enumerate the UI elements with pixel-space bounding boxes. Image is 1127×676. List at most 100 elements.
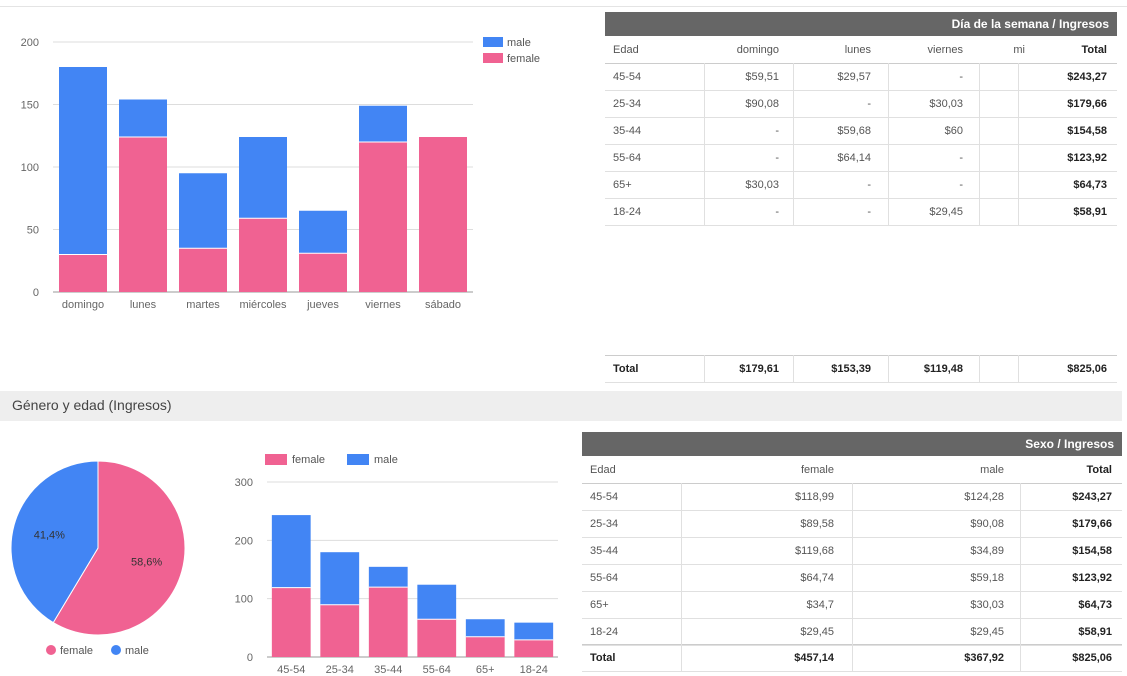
gender-pie-chart: 58,6% 41,4% female male xyxy=(10,460,186,657)
table-cell: 55-64 xyxy=(590,571,619,584)
table-cell: 18-24 xyxy=(590,625,619,638)
column-header: domingo xyxy=(736,43,779,56)
table-cell: $179,66 xyxy=(1072,517,1112,530)
bar-female xyxy=(368,587,408,657)
legend-label-male: male xyxy=(374,454,398,466)
column-divider xyxy=(1020,644,1021,671)
weekday-revenue-table: Día de la semana / Ingresos Edad domingo l… xyxy=(605,12,1117,383)
legend-swatch-female xyxy=(483,53,503,63)
row-divider xyxy=(605,144,1117,145)
table-cell: $154,58 xyxy=(1067,124,1107,137)
table-cell: $123,92 xyxy=(1072,571,1112,584)
bar-female xyxy=(359,142,407,292)
sex-revenue-table: Sexo / Ingresos Edad female male Total 45-54… xyxy=(582,432,1122,672)
total-cell: $457,14 xyxy=(794,651,834,664)
table-cell: $60 xyxy=(944,124,963,137)
x-tick-label: 18-24 xyxy=(520,664,548,676)
table-cell: - xyxy=(775,151,779,164)
table-cell: $64,74 xyxy=(800,571,834,584)
bar-female xyxy=(179,248,227,292)
table-cell: 18-24 xyxy=(613,205,642,218)
column-header: Total xyxy=(1081,43,1107,56)
bar-male xyxy=(514,622,554,640)
column-divider xyxy=(681,644,682,671)
table-cell: $29,45 xyxy=(800,625,834,638)
table-cell: $124,28 xyxy=(964,490,1004,503)
table-cell: 45-54 xyxy=(613,70,642,83)
table-cell: $243,27 xyxy=(1072,490,1112,503)
table-cell: $59,51 xyxy=(745,70,779,83)
y-tick-label: 0 xyxy=(247,652,253,664)
x-tick-label: 55-64 xyxy=(423,664,451,676)
total-cell: $367,92 xyxy=(964,651,1004,664)
table-cell: $64,73 xyxy=(1073,178,1107,191)
table-cell: - xyxy=(775,124,779,137)
row-divider xyxy=(605,171,1117,172)
table-cell: $154,58 xyxy=(1072,544,1112,557)
table-cell: $64,14 xyxy=(837,151,871,164)
y-tick-label: 150 xyxy=(21,100,39,112)
bar-female xyxy=(320,604,360,657)
table-cell: - xyxy=(959,70,963,83)
bar-male xyxy=(465,619,505,637)
pie-slice-label: 58,6% xyxy=(131,556,162,568)
table-cell: $59,18 xyxy=(970,571,1004,584)
y-tick-label: 100 xyxy=(235,594,253,606)
table-cell: $30,03 xyxy=(929,97,963,110)
bar-female xyxy=(119,137,167,292)
column-divider xyxy=(704,355,705,382)
table-cell: $118,99 xyxy=(795,490,834,503)
column-divider xyxy=(704,63,705,225)
bar-female xyxy=(514,639,554,657)
table-cell: $29,45 xyxy=(929,205,963,218)
table-cell: $123,92 xyxy=(1067,151,1107,164)
y-tick-label: 300 xyxy=(235,477,253,489)
total-cell: $119,48 xyxy=(923,362,963,375)
total-cell: $825,06 xyxy=(1067,362,1107,375)
bar-male xyxy=(417,584,457,620)
table-title: Sexo / Ingresos xyxy=(582,432,1122,456)
column-header: viernes xyxy=(927,43,963,56)
table-cell: $179,66 xyxy=(1067,97,1107,110)
x-tick-label: sábado xyxy=(425,299,461,311)
table-cell: 65+ xyxy=(613,178,632,191)
total-cell: $153,39 xyxy=(831,362,871,375)
table-cell: $58,91 xyxy=(1073,205,1107,218)
total-cell: $179,61 xyxy=(739,362,779,375)
legend-label-female: female xyxy=(60,645,93,657)
table-cell: - xyxy=(959,151,963,164)
table-cell: 65+ xyxy=(590,598,609,611)
bar-male xyxy=(299,210,347,254)
x-tick-label: miércoles xyxy=(239,299,287,311)
row-divider xyxy=(605,198,1117,199)
x-tick-label: 65+ xyxy=(476,664,495,676)
bar-male xyxy=(368,566,408,588)
column-header: male xyxy=(980,463,1004,476)
column-divider xyxy=(852,644,853,671)
y-tick-label: 100 xyxy=(21,162,39,174)
bar-female xyxy=(417,619,457,657)
table-cell: 25-34 xyxy=(613,97,642,110)
column-header: female xyxy=(800,463,834,476)
column-divider xyxy=(793,355,794,382)
section-title: Género y edad (Ingresos) xyxy=(12,397,172,413)
x-tick-label: martes xyxy=(186,299,220,311)
table-cell: - xyxy=(867,178,871,191)
table-cell: 45-54 xyxy=(590,490,619,503)
bar-female xyxy=(419,137,467,292)
table-cell: $59,68 xyxy=(837,124,871,137)
pie-slice-label: 41,4% xyxy=(34,530,65,542)
bar-male xyxy=(271,515,311,588)
bar-female xyxy=(59,254,107,292)
column-header: Total xyxy=(1086,463,1112,476)
legend-swatch-male xyxy=(483,37,503,47)
bar-female xyxy=(299,253,347,292)
bar-female xyxy=(239,218,287,292)
column-divider xyxy=(681,483,682,645)
y-tick-label: 200 xyxy=(21,37,39,49)
x-tick-label: jueves xyxy=(306,299,339,311)
total-cell: $825,06 xyxy=(1072,651,1112,664)
legend-swatch-male xyxy=(347,454,369,465)
column-divider xyxy=(1018,63,1019,225)
total-cell: Total xyxy=(590,651,616,664)
